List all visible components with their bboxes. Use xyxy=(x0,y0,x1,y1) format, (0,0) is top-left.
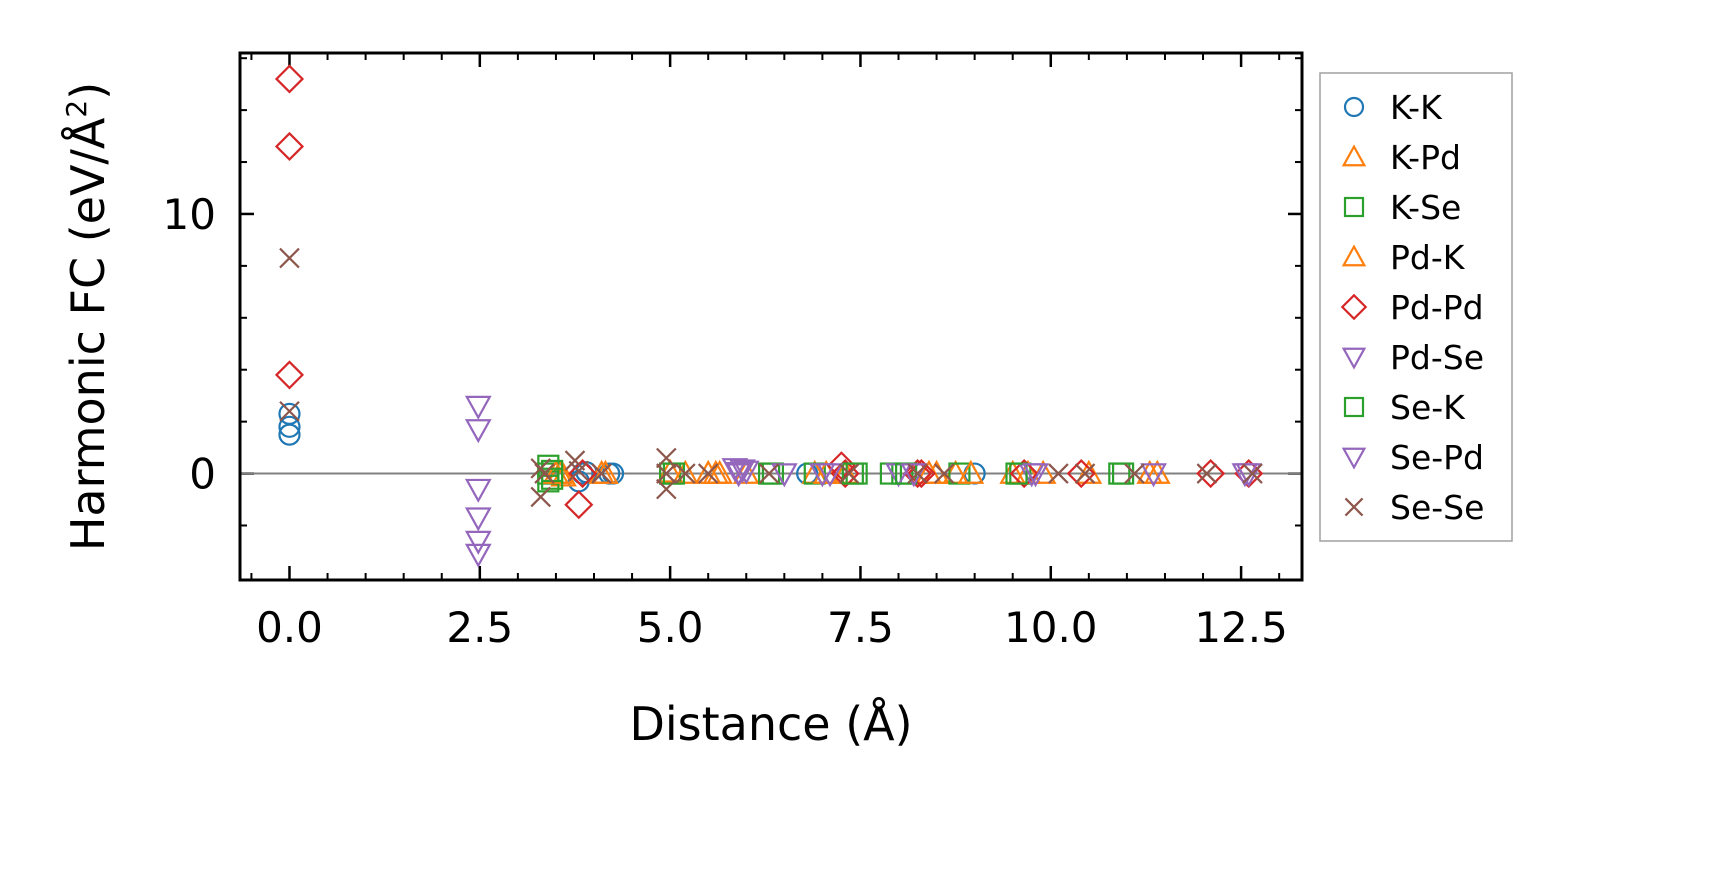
legend-marker-pd-pd xyxy=(1340,293,1368,321)
x-tick-label: 0.0 xyxy=(256,603,323,652)
point-se-se xyxy=(838,463,860,484)
legend-label-k-pd: K-Pd xyxy=(1390,138,1461,177)
legend-entry-se-k: Se-K xyxy=(1343,388,1466,427)
legend-entry-k-k: K-K xyxy=(1343,88,1443,127)
point-pd-pd xyxy=(274,360,305,390)
legend-marker-k-pd xyxy=(1341,144,1367,167)
legend-marker-pd-k xyxy=(1341,244,1367,267)
point-pd-se xyxy=(732,460,760,485)
x-tick-label: 7.5 xyxy=(827,603,894,652)
legend-entry-k-se: K-Se xyxy=(1343,188,1461,227)
legend-label-se-se: Se-Se xyxy=(1390,488,1484,527)
point-se-se xyxy=(656,478,677,500)
legend-entry-se-se: Se-Se xyxy=(1344,488,1484,527)
y-axis-label-close: ) xyxy=(61,82,115,100)
point-pd-pd xyxy=(568,459,598,489)
point-pd-pd xyxy=(826,451,856,481)
point-pd-pd xyxy=(564,490,594,520)
legend-entry-pd-se: Pd-Se xyxy=(1341,338,1484,377)
legend-marker-se-se xyxy=(1344,497,1364,517)
x-tick-label: 2.5 xyxy=(446,603,513,652)
point-pd-pd xyxy=(902,459,933,489)
point-se-se xyxy=(279,400,300,422)
point-pd-se xyxy=(464,478,492,503)
point-se-se xyxy=(656,463,677,484)
point-pd-se xyxy=(464,395,492,420)
point-se-se xyxy=(675,463,696,484)
legend-entry-pd-k: Pd-K xyxy=(1341,238,1466,277)
series-se-se xyxy=(279,247,1263,508)
point-se-k xyxy=(841,462,864,485)
point-se-pd xyxy=(770,463,798,488)
x-tick-label: 10.0 xyxy=(1004,603,1098,652)
point-se-pd xyxy=(729,459,756,484)
points-layer xyxy=(274,64,1264,568)
point-se-pd xyxy=(1140,463,1167,488)
point-pd-pd xyxy=(274,131,305,162)
point-se-se xyxy=(758,463,780,484)
legend-entry-k-pd: K-Pd xyxy=(1341,138,1461,177)
point-pd-k xyxy=(706,459,733,484)
point-pd-pd xyxy=(1009,459,1039,489)
ticklabels-layer: 0.0 2.5 5.0 7.5 10.0 12.5 0 10 xyxy=(163,190,1288,652)
point-se-se xyxy=(591,463,612,484)
point-k-k xyxy=(278,402,301,425)
point-pd-pd xyxy=(274,64,305,94)
point-pd-se xyxy=(464,543,492,568)
legend-marker-k-se xyxy=(1343,196,1365,218)
point-se-se xyxy=(1124,463,1145,484)
legend-label-k-se: K-Se xyxy=(1390,188,1461,227)
point-se-se xyxy=(1048,463,1069,484)
legend-label-pd-k: Pd-K xyxy=(1390,238,1466,277)
point-pd-se xyxy=(464,419,492,444)
point-pd-k xyxy=(957,459,985,484)
point-se-k xyxy=(1005,462,1028,485)
point-pd-k xyxy=(671,459,699,484)
legend-marker-k-k xyxy=(1343,96,1365,118)
point-se-se xyxy=(279,247,300,269)
point-se-se xyxy=(1074,463,1096,484)
y-axis-label-main: Harmonic FC (eV/Å xyxy=(61,117,115,551)
point-se-pd xyxy=(816,463,844,488)
x-axis-label: Distance (Å) xyxy=(629,697,912,751)
point-pd-se xyxy=(464,507,492,532)
x-tick-label: 5.0 xyxy=(637,603,704,652)
legend-marker-pd-se xyxy=(1341,347,1367,370)
point-se-se xyxy=(568,460,590,482)
y-axis-label: Harmonic FC (eV/Å2) xyxy=(60,82,115,551)
legend-label-se-pd: Se-Pd xyxy=(1390,438,1484,477)
x-tick-label: 12.5 xyxy=(1194,603,1288,652)
legend-label-se-k: Se-K xyxy=(1390,388,1466,427)
legend-entry-se-pd: Se-Pd xyxy=(1341,438,1484,477)
legend: K-K K-Pd K-Se Pd-K Pd-Pd Pd-Se Se-K Se-Pd Se-Se xyxy=(1319,72,1513,542)
point-pd-k xyxy=(1136,459,1164,484)
point-se-se xyxy=(534,463,555,484)
point-k-k xyxy=(278,415,301,438)
plot-frame xyxy=(238,51,1304,582)
point-se-se xyxy=(697,463,719,484)
point-se-pd xyxy=(725,461,753,487)
legend-marker-se-pd xyxy=(1341,447,1367,470)
point-se-se xyxy=(656,447,677,469)
y-tick-label: 10 xyxy=(163,190,216,239)
legend-entry-pd-pd: Pd-Pd xyxy=(1340,288,1484,327)
point-se-se xyxy=(1196,463,1218,484)
point-se-se xyxy=(907,463,928,484)
point-se-se xyxy=(933,463,955,484)
point-se-se xyxy=(530,486,551,508)
y-axis-label-superscript: 2 xyxy=(60,100,93,118)
legend-label-pd-se: Pd-Se xyxy=(1390,338,1484,377)
legend-label-pd-pd: Pd-Pd xyxy=(1390,288,1484,327)
legend-label-k-k: K-K xyxy=(1390,88,1443,127)
point-se-se xyxy=(1242,463,1263,484)
point-pd-se xyxy=(464,530,492,555)
legend-marker-se-k xyxy=(1343,396,1365,418)
point-se-pd xyxy=(1022,463,1049,488)
y-tick-label: 0 xyxy=(189,450,216,499)
